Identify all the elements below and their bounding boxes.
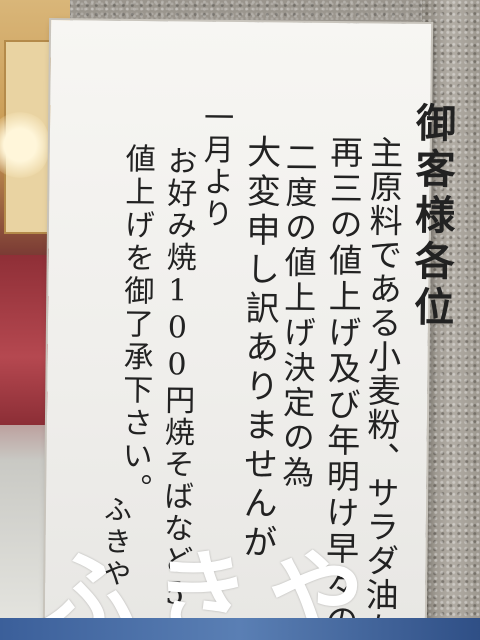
- notice-line-3: 二度の値上げ決定の為: [277, 140, 319, 491]
- notice-paper: 御客様各位 主原料である小麦粉、サラダ油など 再三の値上げ及び年明け早々の 二度…: [44, 20, 456, 640]
- granite-pillar: [422, 0, 480, 640]
- notice-line-5: 一月より: [196, 101, 234, 230]
- notice-heading: 御客様各位: [406, 101, 457, 333]
- noren-curtain: [0, 255, 48, 425]
- lamp-glow: [0, 110, 50, 180]
- notice-line-4: 大変申し訳ありませんが: [236, 134, 281, 564]
- blue-curtain-strip: [0, 618, 480, 640]
- notice-line-7: 値上げを御了承下さい。: [116, 142, 155, 507]
